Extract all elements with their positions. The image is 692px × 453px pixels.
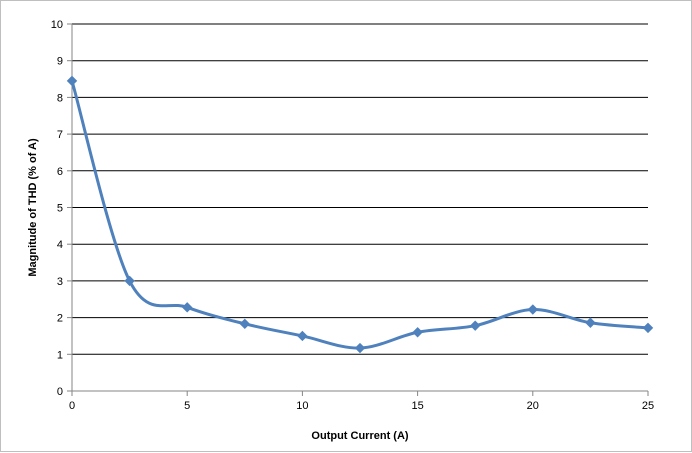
x-tick-label: 5 — [184, 400, 190, 412]
data-point — [124, 275, 135, 287]
tick-labels: 0 1 2 3 4 5 6 7 8 9 10 0 5 10 15 20 25 — [51, 19, 654, 412]
data-point — [181, 302, 193, 313]
x-axis-title: Output Current (A) — [311, 430, 408, 442]
series-line — [70, 79, 650, 350]
y-tick-label: 2 — [57, 313, 63, 325]
data-point — [354, 342, 366, 354]
data-point — [412, 327, 423, 338]
y-tick-label: 1 — [57, 349, 63, 361]
axes — [67, 23, 649, 396]
y-tick-label: 6 — [57, 166, 63, 178]
x-tick-label: 0 — [69, 400, 75, 412]
data-point — [239, 318, 251, 330]
y-tick-label: 0 — [57, 386, 63, 398]
data-point — [66, 75, 78, 87]
data-point — [527, 304, 539, 315]
data-point — [297, 330, 308, 342]
y-axis-title: Magnitude of THD (% of A) — [27, 138, 39, 277]
data-point — [469, 320, 481, 331]
series-layer — [66, 75, 654, 354]
y-tick-label: 5 — [57, 203, 63, 215]
x-tick-label: 15 — [411, 400, 423, 412]
gridlines — [72, 23, 648, 355]
y-tick-label: 10 — [51, 19, 63, 31]
data-point — [642, 322, 654, 334]
y-tick-label: 9 — [57, 56, 63, 68]
x-tick-label: 25 — [642, 400, 654, 412]
y-tick-label: 3 — [57, 276, 63, 288]
y-tick-label: 8 — [57, 92, 63, 104]
x-tick-label: 20 — [527, 400, 539, 412]
y-tick-label: 4 — [57, 239, 63, 251]
x-tick-label: 10 — [296, 400, 308, 412]
y-tick-label: 7 — [57, 129, 63, 141]
data-point — [585, 317, 596, 328]
